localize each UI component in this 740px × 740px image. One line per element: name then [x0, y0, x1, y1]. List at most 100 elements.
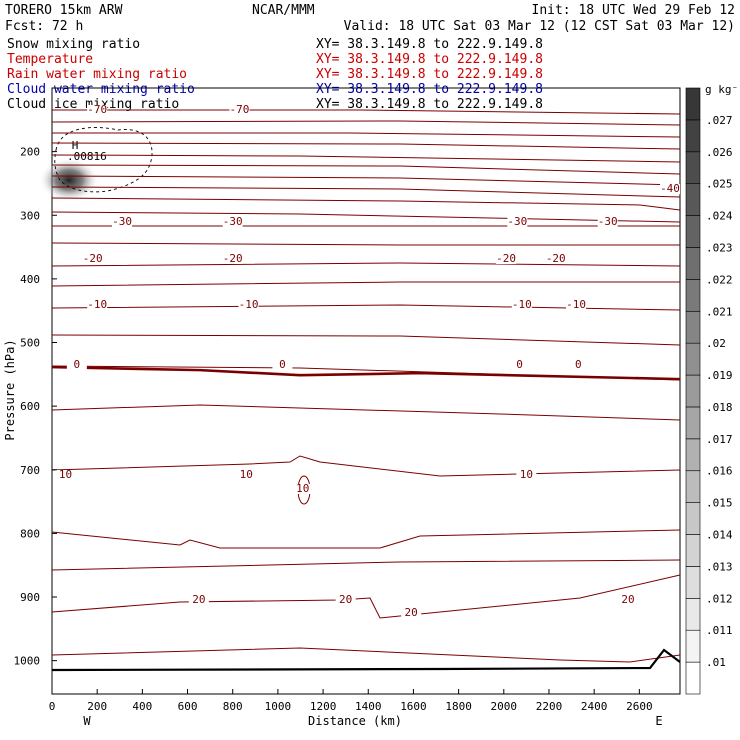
contour-label-bg	[568, 360, 589, 370]
contour-label-bg	[272, 360, 293, 370]
contour-label: -20	[546, 252, 566, 265]
colorbar-tick-label: .02	[706, 337, 726, 350]
contour-label-bg	[82, 254, 103, 264]
contour-label: -30	[223, 215, 243, 228]
contour-label-bg	[87, 300, 108, 310]
forecast-hour: Fcst: 72 h	[5, 19, 83, 34]
temperature-contour-line	[51, 186, 681, 198]
y-axis-ticks: 200 300 400 500 600 700 800 900 1000	[14, 146, 57, 668]
temperature-contour-line	[51, 154, 681, 163]
snow-max-value: .00816	[67, 150, 107, 163]
x-tick-label: 1400	[355, 700, 382, 713]
contour-label-bg	[597, 217, 618, 227]
contour-label-bg	[496, 254, 517, 264]
temperature-contour-line	[51, 647, 681, 663]
snow-max-marker: H	[72, 139, 79, 152]
y-axis-title: Pressure (hPa)	[3, 339, 17, 440]
temperature-contour-line	[51, 197, 681, 211]
contour-label: 20	[405, 606, 418, 619]
x-tick-label: 0	[49, 700, 56, 713]
legend-field-name: Cloud water mixing ratio	[7, 82, 195, 97]
y-tick-label: 200	[20, 146, 40, 159]
colorbar-tick-label: .018	[706, 401, 733, 414]
colorbar-tick-label: .026	[706, 146, 733, 159]
contour-label: -20	[496, 252, 516, 265]
contour-label-bg	[335, 595, 356, 605]
colorbar-swatch	[685, 502, 701, 535]
contour-label: 10	[520, 468, 533, 481]
colorbar-tick-label: .023	[706, 241, 733, 254]
contour-label: -10	[512, 298, 532, 311]
temperature-contour-line	[51, 211, 681, 223]
contour-label: -70	[230, 103, 250, 116]
legend-field-name: Temperature	[7, 52, 93, 67]
x-tick-label: 2000	[491, 700, 518, 713]
contour-label: -30	[598, 215, 618, 228]
colorbar-swatch	[685, 119, 701, 153]
colorbar-unit: g kg⁻¹	[705, 83, 740, 96]
legend-cross-section-endpoints: XY= 38.3.149.8 to 222.9.149.8	[316, 67, 543, 82]
init-time: Init: 18 UTC Wed 29 Feb 12	[532, 3, 736, 18]
x-tick-label: 1800	[445, 700, 472, 713]
legend-cross-section-endpoints: XY= 38.3.149.8 to 222.9.149.8	[316, 82, 543, 97]
x-tick-label: 1200	[310, 700, 337, 713]
colorbar-tick-label: .021	[706, 305, 733, 318]
legend-field-name: Cloud ice mixing ratio	[7, 97, 179, 112]
y-tick-label: 500	[20, 337, 40, 350]
x-tick-label: 800	[223, 700, 243, 713]
x-tick-label: 2600	[626, 700, 653, 713]
contour-label: 20	[621, 593, 634, 606]
colorbar-swatch	[685, 151, 701, 184]
contour-label: -70	[87, 103, 107, 116]
x-tick-label: 2200	[536, 700, 563, 713]
contour-label-bg	[236, 470, 257, 480]
colorbar-tick-label: .012	[706, 592, 733, 605]
valid-time: Valid: 18 UTC Sat 03 Mar 12 (12 CST Sat …	[344, 19, 735, 34]
contour-labels: -70 -70 -40 -30 -30 -30 -30 -20 -20 -20 -20 -10 -10 -…	[55, 103, 680, 619]
temperature-contour-line	[51, 175, 681, 186]
x-tick-label: 200	[87, 700, 107, 713]
temperature-contour-line	[51, 574, 681, 619]
x-tick-label: 600	[178, 700, 198, 713]
contour-label: -10	[566, 298, 586, 311]
legend-field-name: Rain water mixing ratio	[7, 67, 187, 82]
colorbar-swatch	[685, 406, 701, 440]
colorbar-swatch	[685, 534, 701, 567]
contour-label-bg	[112, 217, 133, 227]
colorbar-tick-label: .013	[706, 560, 733, 573]
temperature-contour-line	[52, 109, 681, 115]
colorbar-swatch	[685, 438, 701, 472]
contour-label-bg	[401, 608, 422, 618]
colorbar-tick-label: .015	[706, 497, 733, 510]
x-tick-label: 1600	[400, 700, 427, 713]
legend-cross-section-endpoints: XY= 38.3.149.8 to 222.9.149.8	[316, 97, 543, 112]
y-tick-label: 900	[20, 591, 40, 604]
colorbar-tick-label: .025	[706, 178, 733, 191]
x-axis-ticks: 0 200 400 600 800 1000 1200 1400 1600 1800 2000 220…	[49, 689, 653, 713]
colorbar-swatch	[685, 598, 701, 631]
contour-label: -30	[112, 215, 132, 228]
colorbar-tick-label: .014	[706, 529, 733, 542]
y-tick-label: 1000	[14, 655, 41, 668]
x-tick-label: 1000	[265, 700, 292, 713]
contour-label-bg	[66, 360, 87, 370]
contour-label: 10	[240, 468, 253, 481]
y-tick-label: 300	[20, 209, 40, 222]
contour-label-bg	[507, 217, 528, 227]
colorbar-tick-label: .024	[706, 210, 733, 223]
snow-contour-dashed	[54, 127, 153, 193]
temperature-contour-line	[51, 404, 681, 421]
contour-label-bg	[222, 254, 243, 264]
temperature-contour-line	[51, 120, 681, 126]
x-tick-label: 400	[132, 700, 152, 713]
contour-label-bg	[516, 470, 537, 480]
contour-label: -10	[87, 298, 107, 311]
contour-label: -20	[83, 252, 103, 265]
colorbar-tick-label: .011	[706, 624, 733, 637]
legend-cross-section-endpoints: XY= 38.3.149.8 to 222.9.149.8	[316, 52, 543, 67]
center-title: NCAR/MMM	[252, 3, 315, 18]
colorbar-swatch	[685, 629, 701, 663]
snow-maximum-shading: H.00816	[39, 127, 153, 202]
contour-label-bg	[511, 300, 532, 310]
freezing-level-contour	[51, 365, 681, 381]
